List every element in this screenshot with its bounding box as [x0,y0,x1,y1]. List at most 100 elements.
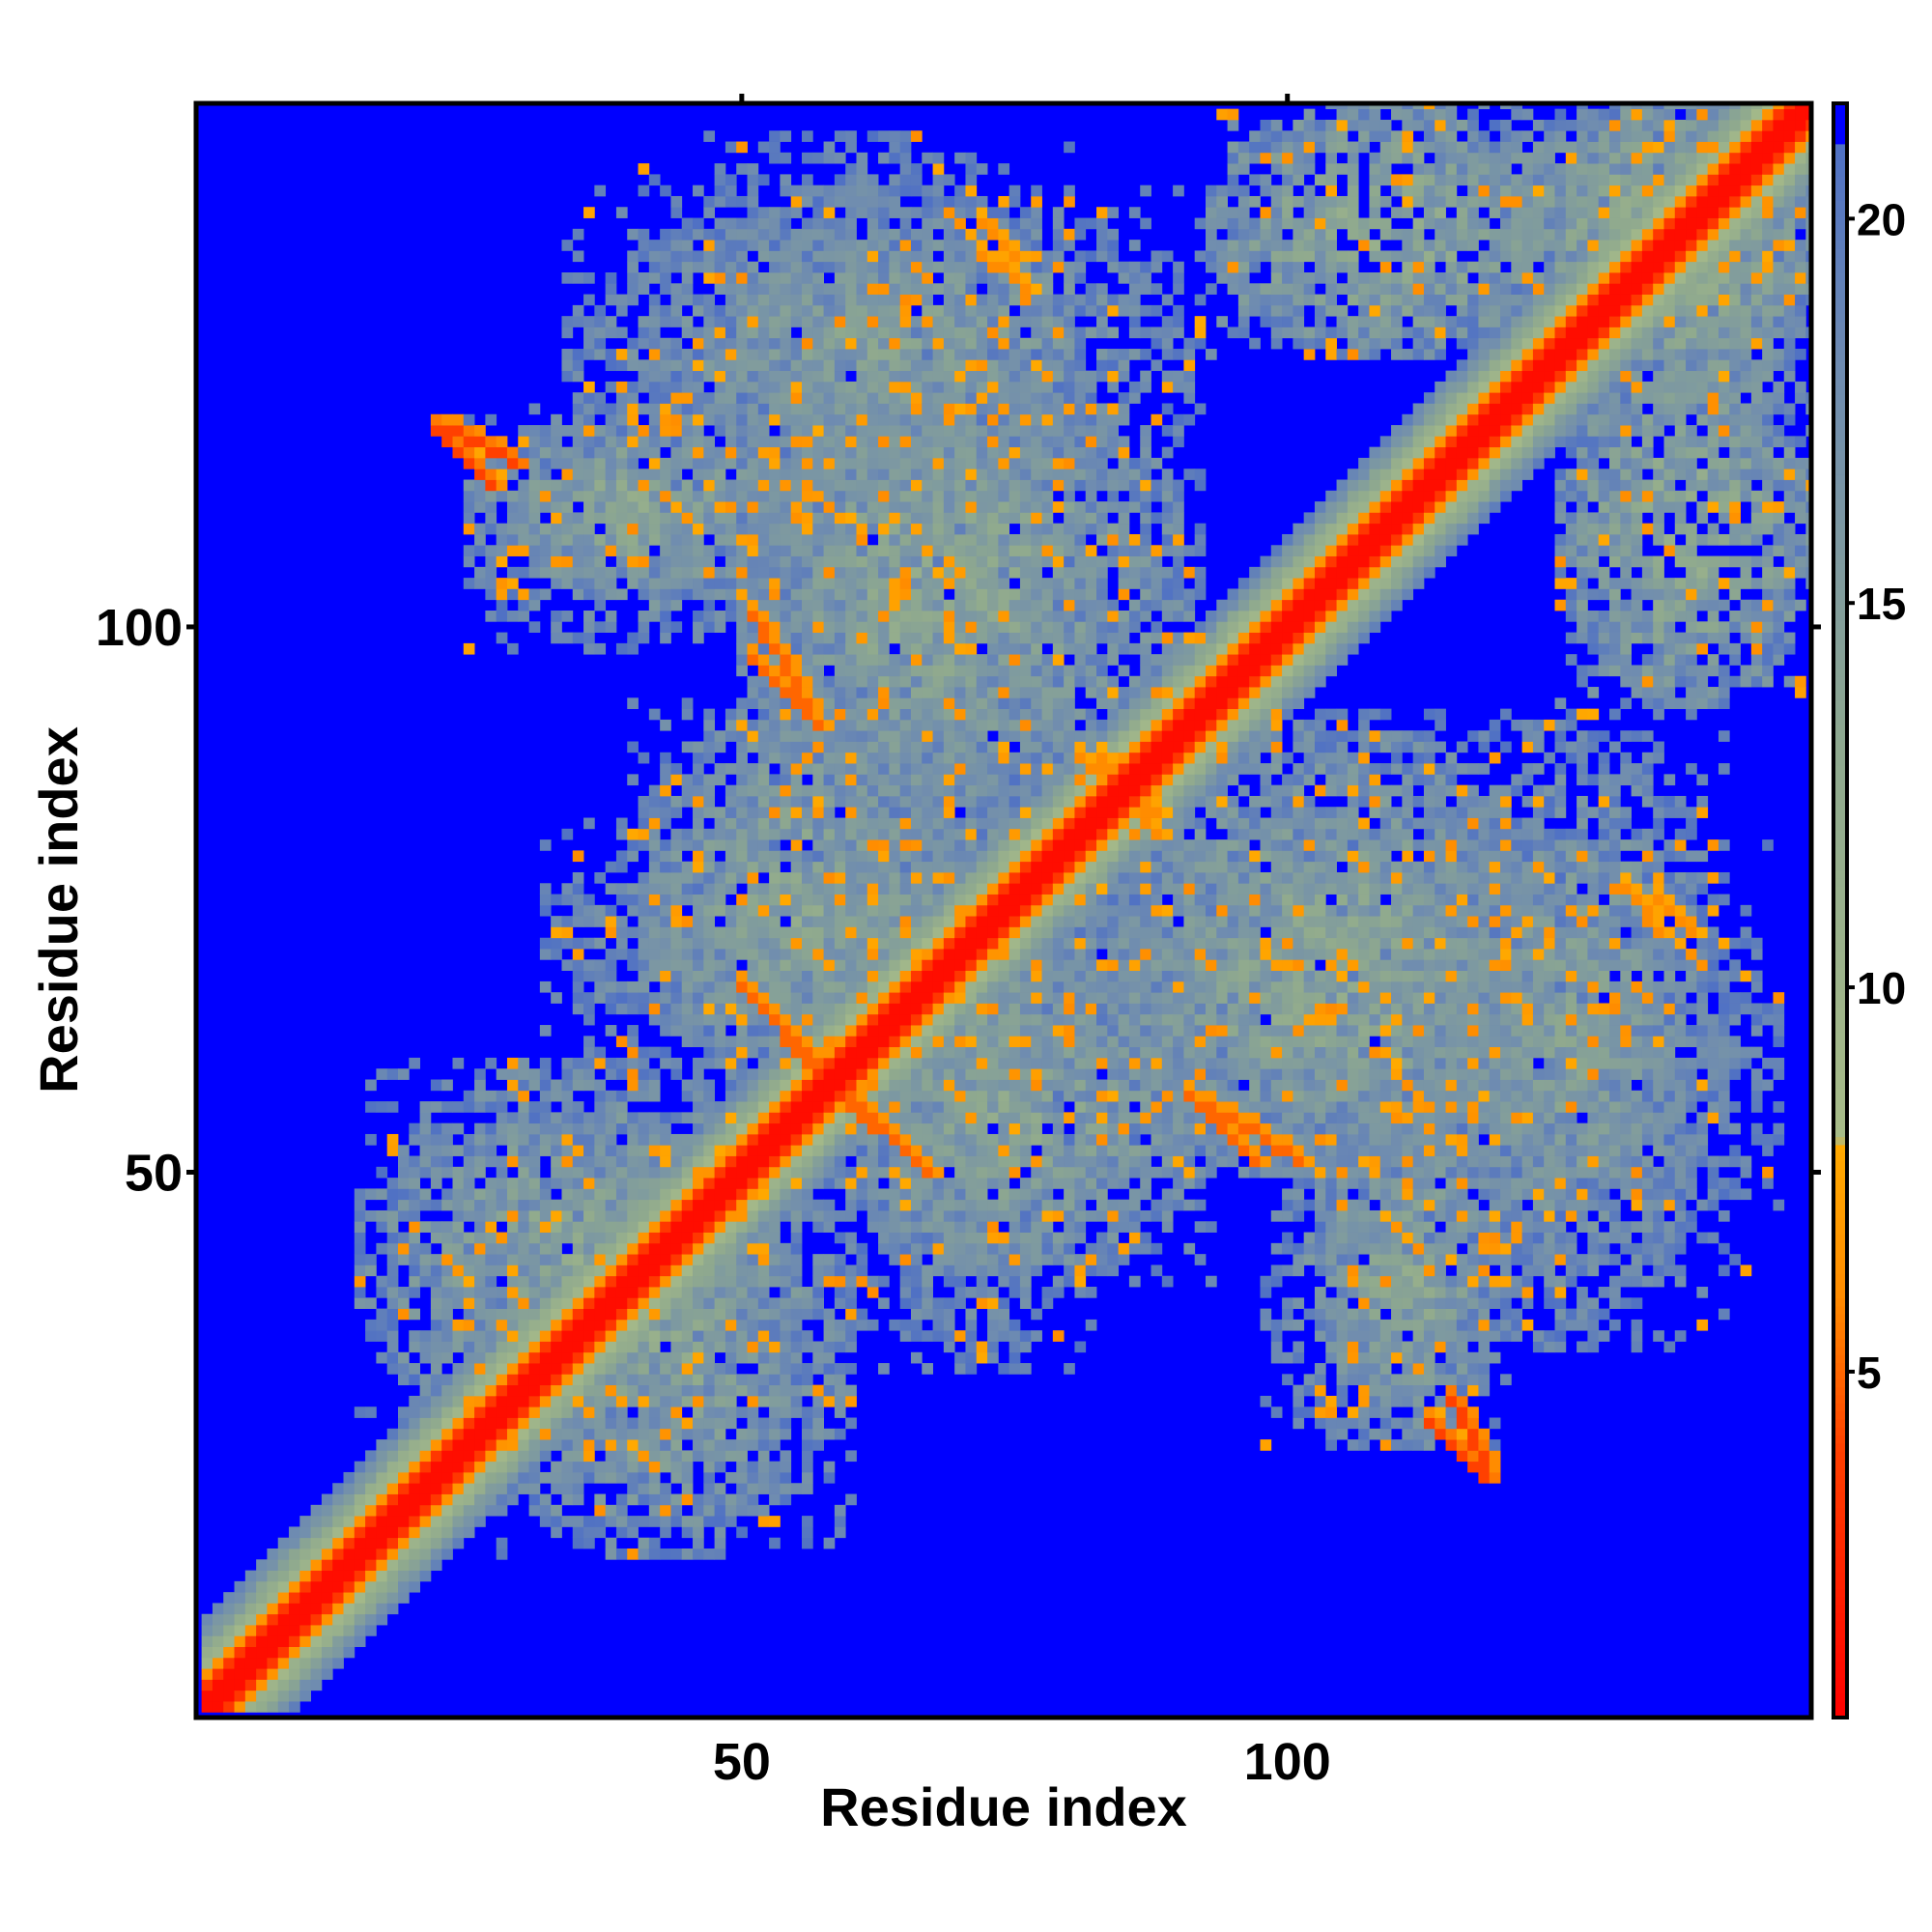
heatmap-cell [703,1122,716,1135]
heatmap-cell [878,152,890,164]
heatmap-cell [660,1319,671,1331]
heatmap-cell [845,283,857,295]
heatmap-cell [802,1003,813,1015]
heatmap-cell [878,436,890,448]
heatmap-cell [943,1330,955,1342]
heatmap-cell [736,1090,748,1102]
heatmap-cell [867,621,879,633]
heatmap-cell [496,632,508,644]
heatmap-cell [376,1570,388,1582]
heatmap-cell [943,228,955,241]
heatmap-cell [867,370,879,383]
heatmap-cell [660,1297,671,1309]
heatmap-cell [724,719,737,731]
heatmap-cell [889,1319,901,1331]
heatmap-cell [834,578,846,589]
heatmap-cell [965,588,978,601]
heatmap-cell [452,1330,465,1342]
heatmap-cell [747,828,759,840]
heatmap-cell [343,1646,355,1659]
heatmap-cell [693,741,704,753]
heatmap-cell [812,1046,824,1059]
heatmap-cell [954,1013,966,1026]
heatmap-cell [910,163,923,175]
heatmap-cell [780,413,792,426]
heatmap-cell [693,185,704,197]
heatmap-cell [790,1319,803,1331]
heatmap-cell [965,1057,978,1069]
heatmap-cell [823,217,836,230]
heatmap-cell [605,861,617,873]
heatmap-cell [899,512,912,525]
heatmap-cell [834,763,846,775]
heatmap-cell [878,1275,890,1288]
heatmap-cell [714,217,726,230]
heatmap-cell [724,1374,737,1386]
heatmap-cell [856,566,868,579]
heatmap-cell [714,425,726,437]
heatmap-cell [812,152,824,164]
heatmap-cell [354,1504,366,1517]
heatmap-cell [703,1330,716,1342]
heatmap-cell [539,436,552,448]
heatmap-cell [965,1341,978,1353]
heatmap-cell [724,871,737,884]
heatmap-cell [878,632,890,644]
heatmap-cell [398,1297,410,1309]
heatmap-cell [812,675,824,688]
heatmap-cell [747,512,759,525]
heatmap-cell [572,566,584,579]
heatmap-cell [790,883,803,895]
heatmap-cell [615,1384,628,1397]
heatmap-cell [932,1013,945,1026]
heatmap-cell [845,904,857,917]
heatmap-cell [485,1341,497,1353]
heatmap-cell [551,1112,562,1124]
heatmap-cell [551,949,562,960]
heatmap-cell [878,272,890,284]
heatmap-cell [496,1133,508,1146]
heatmap-cell [867,1046,879,1059]
heatmap-cell [693,1450,704,1463]
heatmap-cell [506,1450,519,1463]
heatmap-cell [965,479,978,492]
heatmap-cell [703,937,716,950]
heatmap-cell [648,512,661,525]
heatmap-cell [714,883,726,895]
heatmap-cell [899,294,912,306]
heatmap-cell [736,1471,748,1484]
heatmap-cell [594,501,607,513]
heatmap-cell [648,1406,661,1418]
heatmap-cell [681,839,694,851]
heatmap-cell [769,207,781,218]
heatmap-cell [299,1603,312,1615]
heatmap-cell [409,1580,420,1593]
heatmap-cell [943,916,955,927]
heatmap-cell [867,1133,879,1146]
heatmap-cell [398,1548,410,1560]
heatmap-cell [802,1483,813,1494]
heatmap-cell [757,1297,770,1309]
heatmap-cell [889,185,901,197]
heatmap-cell [714,1122,726,1135]
heatmap-cell [834,1101,846,1113]
heatmap-cell [703,807,716,818]
heatmap-cell [812,207,824,218]
heatmap-cell [747,697,759,710]
heatmap-cell [648,1363,661,1375]
heatmap-cell [463,1319,475,1331]
heatmap-cell [769,413,781,426]
heatmap-cell [321,1635,333,1648]
heatmap-cell [409,1526,420,1539]
heatmap-cell [910,916,923,927]
heatmap-cell [386,1101,399,1113]
heatmap-cell [889,708,901,721]
heatmap-cell [506,1155,519,1168]
heatmap-cell [615,425,628,437]
heatmap-cell [594,1471,607,1484]
heatmap-cell [736,228,748,241]
heatmap-cell [256,1570,268,1582]
heatmap-cell [670,446,683,459]
heatmap-cell [976,1209,988,1222]
heatmap-cell [736,828,748,840]
